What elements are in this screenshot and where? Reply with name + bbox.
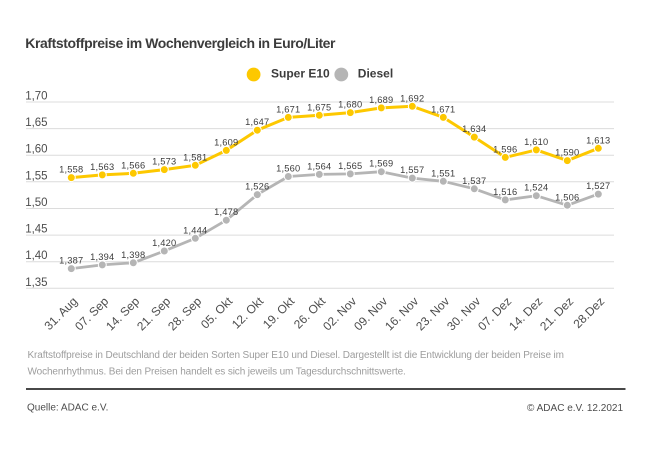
svg-text:1,420: 1,420 <box>152 238 176 248</box>
svg-text:© ADAC e.V. 12.2021: © ADAC e.V. 12.2021 <box>527 403 623 414</box>
svg-text:1,60: 1,60 <box>25 144 47 156</box>
svg-text:1,387: 1,387 <box>59 256 83 266</box>
svg-text:1,590: 1,590 <box>555 148 579 158</box>
svg-text:1,647: 1,647 <box>245 117 269 127</box>
svg-text:1,557: 1,557 <box>400 165 424 175</box>
svg-text:1,40: 1,40 <box>25 250 47 262</box>
svg-text:1,527: 1,527 <box>586 181 610 191</box>
svg-text:1,671: 1,671 <box>431 104 455 114</box>
svg-text:1,560: 1,560 <box>276 164 300 174</box>
svg-text:1,564: 1,564 <box>307 161 331 171</box>
svg-text:1,610: 1,610 <box>524 137 548 147</box>
svg-text:1,565: 1,565 <box>338 161 362 171</box>
svg-text:Quelle: ADAC e.V.: Quelle: ADAC e.V. <box>27 403 108 414</box>
svg-text:1,551: 1,551 <box>431 168 455 178</box>
svg-text:1,558: 1,558 <box>59 165 83 175</box>
svg-text:1,394: 1,394 <box>90 252 114 262</box>
svg-text:1,50: 1,50 <box>25 197 47 209</box>
svg-text:1,609: 1,609 <box>214 137 238 147</box>
svg-text:1,581: 1,581 <box>183 152 207 162</box>
svg-text:1,35: 1,35 <box>25 277 47 289</box>
svg-text:1,675: 1,675 <box>307 102 331 112</box>
svg-text:1,613: 1,613 <box>586 135 610 145</box>
svg-text:1,398: 1,398 <box>121 250 145 260</box>
svg-text:Super E10: Super E10 <box>271 67 330 81</box>
svg-text:1,569: 1,569 <box>369 159 393 169</box>
svg-text:1,566: 1,566 <box>121 160 145 170</box>
svg-text:1,563: 1,563 <box>90 162 114 172</box>
svg-text:1,45: 1,45 <box>25 224 47 236</box>
svg-text:Diesel: Diesel <box>358 67 393 81</box>
svg-text:1,671: 1,671 <box>276 104 300 114</box>
svg-text:1,573: 1,573 <box>152 157 176 167</box>
svg-text:1,689: 1,689 <box>369 95 393 105</box>
svg-text:1,478: 1,478 <box>214 207 238 217</box>
svg-text:1,537: 1,537 <box>462 176 486 186</box>
svg-text:1,55: 1,55 <box>25 170 47 182</box>
svg-text:Kraftstoffpreise im Wochenverg: Kraftstoffpreise im Wochenvergleich in E… <box>25 35 336 51</box>
svg-text:1,680: 1,680 <box>338 100 362 110</box>
svg-text:1,506: 1,506 <box>555 192 579 202</box>
svg-text:1,70: 1,70 <box>25 91 47 103</box>
svg-text:Wochenrhythmus. Bei den Preise: Wochenrhythmus. Bei den Preisen handelt … <box>28 366 406 377</box>
svg-text:Kraftstoffpreise in Deutschlan: Kraftstoffpreise in Deutschland der beid… <box>28 350 564 361</box>
svg-text:1,634: 1,634 <box>462 124 486 134</box>
svg-text:1,526: 1,526 <box>245 182 269 192</box>
svg-text:1,444: 1,444 <box>183 225 207 235</box>
svg-text:1,65: 1,65 <box>25 117 47 129</box>
svg-text:1,596: 1,596 <box>493 144 517 154</box>
svg-text:1,692: 1,692 <box>400 93 424 103</box>
svg-text:1,524: 1,524 <box>524 183 548 193</box>
svg-text:1,516: 1,516 <box>493 187 517 197</box>
